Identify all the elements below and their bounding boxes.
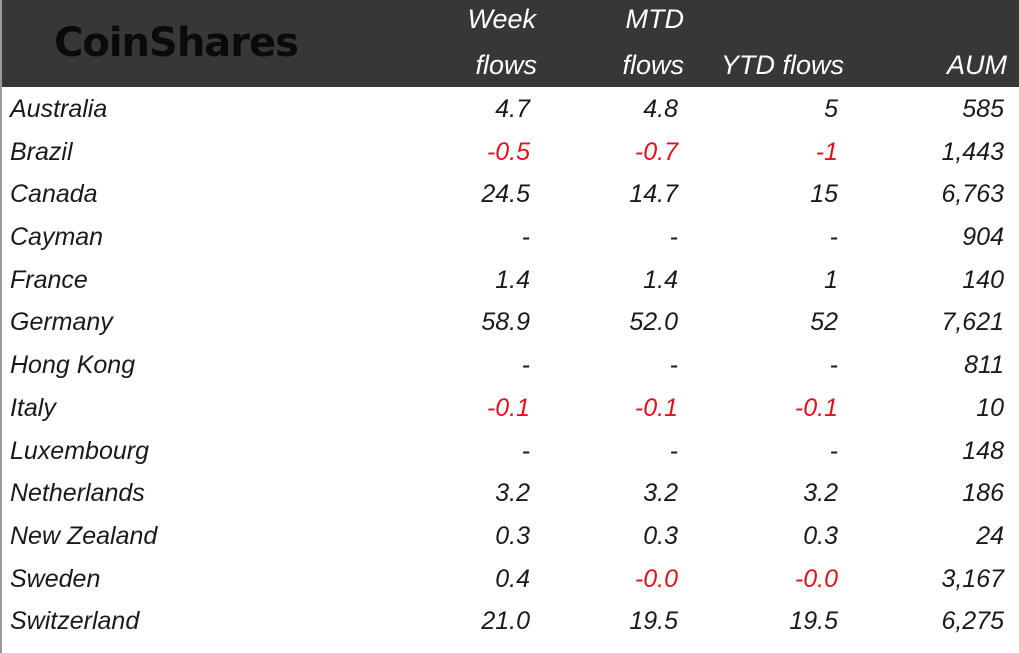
ytd-flows-cell: 19.5 bbox=[789, 607, 838, 636]
country-cell: France bbox=[10, 265, 88, 294]
week-flows-cell: 21.0 bbox=[481, 607, 530, 636]
aum-cell: 6,275 bbox=[941, 607, 1004, 636]
ytd-flows-cell: -0.0 bbox=[794, 564, 838, 593]
header-week-line1: Week bbox=[467, 4, 536, 34]
header-mtd-line1: MTD bbox=[625, 4, 684, 34]
country-cell: Luxembourg bbox=[10, 436, 149, 465]
aum-cell: 186 bbox=[962, 479, 1004, 508]
table-header: CoinShares Week flows MTD flows YTD flow… bbox=[2, 0, 1019, 87]
table-row: Luxembourg - - - 148 bbox=[2, 430, 1019, 473]
mtd-flows-cell: - bbox=[669, 436, 678, 465]
coinshares-logo: CoinShares bbox=[54, 20, 299, 66]
header-mtd-line2: flows bbox=[622, 50, 684, 80]
country-cell: New Zealand bbox=[10, 521, 158, 550]
mtd-flows-cell: 52.0 bbox=[629, 308, 678, 337]
ytd-flows-cell: 3.2 bbox=[803, 479, 838, 508]
country-cell: Italy bbox=[10, 393, 56, 422]
country-cell: Germany bbox=[10, 308, 113, 337]
aum-cell: 1,443 bbox=[941, 137, 1004, 166]
week-flows-cell: -0.5 bbox=[486, 137, 530, 166]
table-row: Canada 24.5 14.7 15 6,763 bbox=[2, 173, 1019, 216]
country-cell: Canada bbox=[10, 180, 98, 209]
country-cell: Sweden bbox=[10, 564, 101, 593]
week-flows-cell: - bbox=[521, 223, 530, 252]
mtd-flows-cell: 3.2 bbox=[643, 479, 678, 508]
mtd-flows-cell: 0.3 bbox=[643, 521, 678, 550]
mtd-flows-cell: - bbox=[669, 223, 678, 252]
week-flows-cell: 24.5 bbox=[481, 180, 530, 209]
aum-cell: 148 bbox=[962, 436, 1004, 465]
ytd-flows-cell: -1 bbox=[815, 137, 838, 166]
aum-cell: 6,763 bbox=[941, 180, 1004, 209]
ytd-flows-cell: 1 bbox=[824, 265, 838, 294]
ytd-flows-cell: - bbox=[829, 223, 838, 252]
table-row: Australia 4.7 4.8 5 585 bbox=[2, 88, 1019, 131]
mtd-flows-cell: - bbox=[669, 351, 678, 380]
aum-cell: 904 bbox=[962, 223, 1004, 252]
week-flows-cell: 3.2 bbox=[495, 479, 530, 508]
aum-cell: 24 bbox=[976, 521, 1004, 550]
table-row: Germany 58.9 52.0 52 7,621 bbox=[2, 301, 1019, 344]
country-cell: Netherlands bbox=[10, 479, 145, 508]
mtd-flows-cell: 4.8 bbox=[643, 95, 678, 123]
header-week-line2: flows bbox=[475, 50, 537, 80]
header-aum: AUM bbox=[947, 50, 1007, 80]
table-body: Australia 4.7 4.8 5 585 Brazil -0.5 -0.7… bbox=[2, 88, 1019, 643]
mtd-flows-cell: 19.5 bbox=[629, 607, 678, 636]
ytd-flows-cell: - bbox=[829, 351, 838, 380]
table-row: Sweden 0.4 -0.0 -0.0 3,167 bbox=[2, 558, 1019, 601]
aum-cell: 140 bbox=[962, 265, 1004, 294]
header-ytd: YTD flows bbox=[720, 50, 844, 80]
week-flows-cell: - bbox=[521, 351, 530, 380]
mtd-flows-cell: 14.7 bbox=[629, 180, 678, 209]
aum-cell: 3,167 bbox=[941, 564, 1004, 593]
ytd-flows-cell: - bbox=[829, 436, 838, 465]
aum-cell: 585 bbox=[962, 95, 1004, 123]
country-cell: Australia bbox=[10, 95, 108, 123]
mtd-flows-cell: 1.4 bbox=[643, 265, 678, 294]
week-flows-cell: - bbox=[521, 436, 530, 465]
week-flows-cell: 58.9 bbox=[481, 308, 530, 337]
mtd-flows-cell: -0.0 bbox=[634, 564, 678, 593]
week-flows-cell: 4.7 bbox=[495, 95, 530, 123]
table-row: Brazil -0.5 -0.7 -1 1,443 bbox=[2, 131, 1019, 174]
aum-cell: 7,621 bbox=[941, 308, 1004, 337]
table-row: Hong Kong - - - 811 bbox=[2, 344, 1019, 387]
aum-cell: 811 bbox=[964, 351, 1004, 380]
week-flows-cell: 0.3 bbox=[495, 521, 530, 550]
ytd-flows-cell: -0.1 bbox=[794, 393, 838, 422]
ytd-flows-cell: 15 bbox=[810, 180, 838, 209]
mtd-flows-cell: -0.7 bbox=[634, 137, 678, 166]
table-row: New Zealand 0.3 0.3 0.3 24 bbox=[2, 515, 1019, 558]
country-cell: Switzerland bbox=[10, 607, 140, 636]
ytd-flows-cell: 52 bbox=[810, 308, 838, 337]
week-flows-cell: -0.1 bbox=[486, 393, 530, 422]
ytd-flows-cell: 5 bbox=[824, 95, 838, 123]
week-flows-cell: 1.4 bbox=[495, 265, 530, 294]
aum-cell: 10 bbox=[976, 393, 1004, 422]
country-cell: Brazil bbox=[10, 137, 73, 166]
country-cell: Cayman bbox=[10, 223, 104, 252]
table-row: Netherlands 3.2 3.2 3.2 186 bbox=[2, 472, 1019, 515]
week-flows-cell: 0.4 bbox=[495, 564, 530, 593]
table-row: Switzerland 21.0 19.5 19.5 6,275 bbox=[2, 600, 1019, 643]
table-row: Italy -0.1 -0.1 -0.1 10 bbox=[2, 387, 1019, 430]
mtd-flows-cell: -0.1 bbox=[634, 393, 678, 422]
country-cell: Hong Kong bbox=[10, 351, 136, 380]
table-row: France 1.4 1.4 1 140 bbox=[2, 259, 1019, 302]
table-row: Cayman - - - 904 bbox=[2, 216, 1019, 259]
ytd-flows-cell: 0.3 bbox=[803, 521, 838, 550]
